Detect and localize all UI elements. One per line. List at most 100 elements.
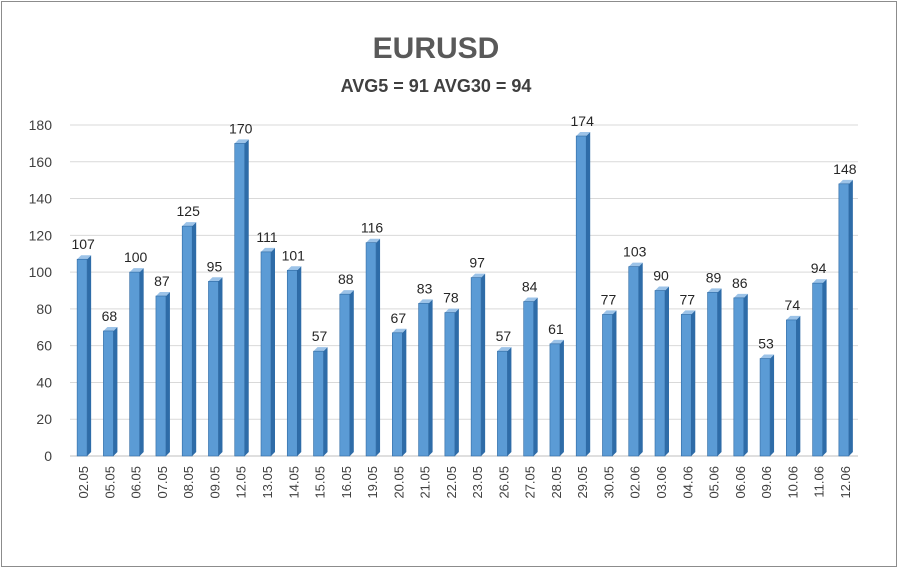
bar-top <box>287 266 302 271</box>
data-label: 68 <box>102 308 118 324</box>
x-tick-label: 21.05 <box>418 466 433 499</box>
gridlines <box>70 124 858 457</box>
x-tick-label: 09.05 <box>207 466 222 499</box>
bar-side <box>271 247 275 456</box>
bar-front <box>759 358 771 457</box>
bar-top <box>628 262 643 267</box>
bar-22.05 <box>444 308 459 457</box>
bar-side <box>113 326 118 456</box>
data-label: 90 <box>653 268 669 284</box>
bar-front <box>339 293 351 457</box>
bar-12.05 <box>234 139 249 457</box>
bar-front <box>470 277 482 457</box>
bar-14.05 <box>286 266 302 457</box>
bar-side <box>770 354 775 456</box>
bar-top <box>261 247 275 252</box>
bar-front <box>812 282 823 457</box>
x-tick-label: 14.05 <box>286 466 301 499</box>
bar-front <box>76 258 88 457</box>
bar-side <box>481 273 486 456</box>
bar-05.05 <box>103 326 118 457</box>
bar-27.05 <box>523 297 538 457</box>
bar-07.05 <box>155 292 170 457</box>
bar-top <box>182 222 197 227</box>
bar-front <box>286 269 298 457</box>
bar-front <box>313 350 324 457</box>
bar-top <box>602 310 617 315</box>
bar-top <box>234 139 249 144</box>
data-label: 107 <box>71 236 95 252</box>
x-tick-label: 08.05 <box>181 466 196 499</box>
x-tick-label: 06.05 <box>129 466 144 499</box>
bar-side <box>165 292 170 456</box>
data-label: 74 <box>785 297 801 313</box>
data-label: 88 <box>338 271 354 287</box>
bar-front <box>129 271 140 457</box>
bar-09.05 <box>208 277 223 457</box>
bar-front <box>575 135 587 457</box>
bar-top <box>418 299 433 304</box>
x-tick-label: 30.05 <box>601 466 616 499</box>
x-tick-label: 26.05 <box>496 466 511 499</box>
bar-top <box>366 238 381 243</box>
data-labels: 107 68 100 87 125 95 170 111 101 57 88 116 67 83 78 97 5… <box>71 113 856 352</box>
bar-02.06 <box>628 262 643 457</box>
bar-21.05 <box>418 299 433 457</box>
bar-top <box>444 308 459 313</box>
data-label: 57 <box>496 328 512 344</box>
y-tick-label: 120 <box>29 227 53 243</box>
x-tick-label: 23.05 <box>470 466 485 499</box>
bar-03.06 <box>654 286 669 457</box>
chart-title: EURUSD <box>373 32 500 65</box>
chart-subtitle: AVG5 = 91 AVG30 = 94 <box>341 76 532 96</box>
data-label: 170 <box>229 120 253 136</box>
data-label: 83 <box>417 280 433 296</box>
bar-side <box>717 288 722 456</box>
bar-side <box>612 310 617 456</box>
bar-side <box>638 262 643 456</box>
x-tick-label: 07.05 <box>155 466 170 499</box>
bar-front <box>392 332 403 457</box>
bar-front <box>103 330 114 457</box>
bar-front <box>549 343 561 457</box>
bar-side <box>559 339 564 456</box>
bar-top <box>733 293 748 298</box>
x-axis-ticks: 02.05 05.05 06.05 07.05 08.05 09.05 12.05 13.05… <box>76 466 853 499</box>
x-tick-label: 28.05 <box>549 466 564 499</box>
bar-top <box>838 179 853 184</box>
x-tick-label: 06.06 <box>733 466 748 499</box>
bar-side <box>192 222 197 456</box>
bar-side <box>218 277 223 456</box>
bar-side <box>139 268 144 456</box>
y-tick-label: 180 <box>29 117 53 133</box>
bar-top <box>786 315 801 320</box>
data-label: 57 <box>312 328 328 344</box>
bar-19.05 <box>365 238 381 457</box>
bar-front <box>365 242 377 457</box>
bar-side <box>323 347 328 456</box>
bar-front <box>628 266 640 457</box>
bar-front <box>786 319 797 457</box>
bar-23.05 <box>470 273 486 457</box>
y-tick-label: 140 <box>29 191 53 207</box>
bar-front <box>181 225 193 457</box>
x-tick-label: 29.05 <box>575 466 590 499</box>
bar-front <box>208 281 219 457</box>
data-label: 67 <box>391 310 407 326</box>
bar-06.06 <box>733 293 748 457</box>
x-tick-label: 20.05 <box>391 466 406 499</box>
data-label: 77 <box>679 291 695 307</box>
bar-front <box>260 251 272 457</box>
bar-top <box>681 310 696 315</box>
bar-top <box>208 277 223 282</box>
x-tick-label: 09.06 <box>759 466 774 499</box>
x-tick-label: 10.06 <box>785 466 800 499</box>
bar-top <box>77 255 92 260</box>
bar-top <box>707 288 722 293</box>
bar-front <box>155 295 167 457</box>
bar-side <box>376 238 381 456</box>
bar-05.06 <box>707 288 722 457</box>
y-axis-ticks: 0 20 40 60 80 100 120 140 160 180 <box>29 117 53 464</box>
bar-side <box>665 286 669 456</box>
